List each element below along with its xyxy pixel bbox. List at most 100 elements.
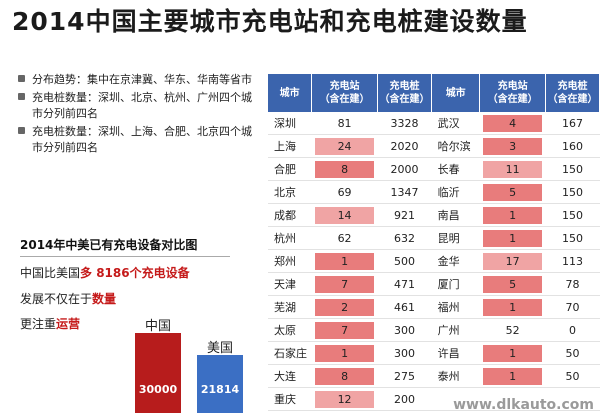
compare-emphasis: 运营 — [56, 317, 81, 331]
value-cell — [479, 387, 546, 411]
table-header-row: 城市 充电站 （含在建） 充电桩 （含在建） 城市 充电站 （含在建） 充电桩 （含在建） — [268, 74, 600, 112]
table-row: 深圳 81 3328 武汉 4 167 — [268, 112, 600, 135]
value-cell: 3328 — [377, 112, 432, 135]
value-cell: 2 — [311, 295, 378, 319]
bar-1: 21814 — [197, 355, 243, 413]
value-cell: 1 — [479, 295, 546, 319]
compare-text: 更注重 — [20, 317, 57, 331]
city-cell: 石家庄 — [268, 341, 312, 365]
compare-text: 中国比美国 — [20, 266, 81, 280]
value-cell: 1 — [479, 341, 546, 365]
value-cell: 275 — [377, 364, 432, 388]
table-row: 杭州 62 632 昆明 1 150 — [268, 226, 600, 250]
city-cell: 泰州 — [431, 364, 480, 388]
table-row: 成都 14 921 南昌 1 150 — [268, 203, 600, 227]
value-cell: 8 — [311, 157, 378, 181]
bar-category-label: 美国 — [206, 341, 233, 356]
value-cell: 62 — [311, 226, 378, 250]
city-cell: 广州 — [431, 318, 480, 342]
value-cell: 1 — [479, 226, 546, 250]
column-header: 充电站 （含在建） — [311, 74, 378, 112]
city-cell: 临沂 — [431, 180, 480, 204]
column-header: 充电站 （含在建） — [479, 74, 546, 112]
column-header: 城市 — [431, 74, 481, 112]
compare-line-3: 更注重运营 — [20, 315, 80, 332]
value-cell: 150 — [545, 157, 600, 181]
city-cell: 芜湖 — [268, 295, 312, 319]
value-cell: 69 — [311, 180, 378, 204]
compare-divider — [20, 256, 230, 257]
value-cell: 471 — [377, 272, 432, 296]
city-cell: 武汉 — [431, 112, 480, 135]
bullet-item: 充电桩数量：深圳、北京、杭州、广州四个城市分列前四名 — [18, 90, 258, 122]
value-cell: 160 — [545, 134, 600, 158]
compare-emphasis: 数量 — [92, 292, 117, 306]
city-cell: 重庆 — [268, 387, 312, 411]
bullet-text: 充电桩数量：深圳、上海、合肥、北京四个城市分列前四名 — [32, 125, 252, 154]
table-row: 大连 8 275 泰州 1 50 — [268, 364, 600, 388]
value-cell: 81 — [311, 112, 378, 135]
city-cell: 昆明 — [431, 226, 480, 250]
value-cell: 632 — [377, 226, 432, 250]
value-cell: 300 — [377, 318, 432, 342]
bar-0: 30000 — [135, 333, 181, 413]
value-cell: 1 — [479, 203, 546, 227]
value-cell: 1347 — [377, 180, 432, 204]
summary-bullets: 分布趋势：集中在京津冀、华东、华南等省市 充电桩数量：深圳、北京、杭州、广州四个… — [18, 72, 258, 158]
value-cell: 2020 — [377, 134, 432, 158]
city-cell: 金华 — [431, 249, 480, 273]
value-cell: 1 — [479, 364, 546, 388]
column-header: 充电桩 （含在建） — [545, 74, 600, 112]
bullet-icon — [18, 127, 25, 134]
value-cell: 14 — [311, 203, 378, 227]
value-cell: 0 — [545, 318, 600, 342]
city-cell: 长春 — [431, 157, 480, 181]
bar-value-label: 21814 — [200, 383, 240, 396]
value-cell: 113 — [545, 249, 600, 273]
value-cell: 50 — [545, 341, 600, 365]
compare-emphasis: 多 8186个充电设备 — [80, 266, 190, 280]
city-cell: 大连 — [268, 364, 312, 388]
value-cell: 1 — [311, 249, 378, 273]
value-cell: 921 — [377, 203, 432, 227]
bullet-icon — [18, 75, 25, 82]
column-header: 充电桩 （含在建） — [377, 74, 433, 112]
city-cell: 许昌 — [431, 341, 480, 365]
city-cell: 北京 — [268, 180, 312, 204]
city-cell: 福州 — [431, 295, 480, 319]
compare-title: 2014年中美已有充电设备对比图 — [20, 238, 198, 252]
table-row: 天津 7 471 厦门 5 78 — [268, 272, 600, 296]
city-cell — [431, 387, 480, 411]
table-row: 太原 7 300 广州 52 0 — [268, 318, 600, 342]
value-cell: 12 — [311, 387, 378, 411]
city-cell: 杭州 — [268, 226, 312, 250]
watermark: www.dlkauto.com — [453, 397, 594, 413]
value-cell: 200 — [377, 387, 432, 411]
value-cell: 5 — [479, 180, 546, 204]
value-cell: 8 — [311, 364, 378, 388]
value-cell: 150 — [545, 203, 600, 227]
table-row: 合肥 8 2000 长春 11 150 — [268, 157, 600, 181]
table-row: 郑州 1 500 金华 17 113 — [268, 249, 600, 273]
city-cell: 上海 — [268, 134, 312, 158]
city-cell: 太原 — [268, 318, 312, 342]
value-cell: 70 — [545, 295, 600, 319]
value-cell: 7 — [311, 318, 378, 342]
city-cell: 成都 — [268, 203, 312, 227]
value-cell: 1 — [311, 341, 378, 365]
city-cell: 厦门 — [431, 272, 480, 296]
bullet-item: 分布趋势：集中在京津冀、华东、华南等省市 — [18, 72, 258, 88]
city-cell: 合肥 — [268, 157, 312, 181]
value-cell: 5 — [479, 272, 546, 296]
bar-category-label: 中国 — [144, 319, 171, 334]
value-cell: 300 — [377, 341, 432, 365]
table-row: 北京 69 1347 临沂 5 150 — [268, 180, 600, 204]
value-cell: 52 — [479, 318, 546, 342]
value-cell: 150 — [545, 180, 600, 204]
bullet-item: 充电桩数量：深圳、上海、合肥、北京四个城市分列前四名 — [18, 124, 258, 156]
city-cell: 天津 — [268, 272, 312, 296]
value-cell: 461 — [377, 295, 432, 319]
value-cell: 17 — [479, 249, 546, 273]
table-row: 石家庄 1 300 许昌 1 50 — [268, 341, 600, 365]
value-cell: 150 — [545, 226, 600, 250]
